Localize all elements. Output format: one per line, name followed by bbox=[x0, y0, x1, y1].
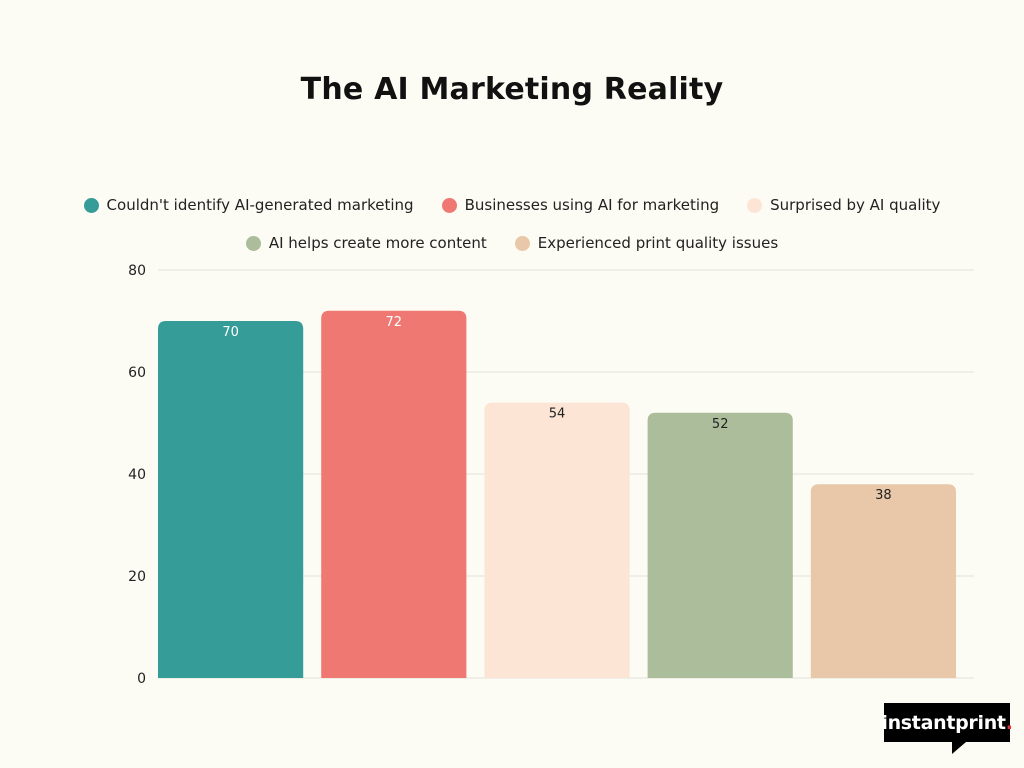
bar bbox=[158, 321, 304, 678]
bar-value-label: 70 bbox=[222, 325, 239, 340]
legend-label: Surprised by AI quality bbox=[770, 196, 941, 214]
bar bbox=[810, 484, 956, 678]
logo-text: instantprint bbox=[881, 711, 1006, 734]
legend-item: Surprised by AI quality bbox=[747, 196, 940, 214]
legend-item: Businesses using AI for marketing bbox=[441, 196, 720, 214]
legend-label: Couldn't identify AI-generated marketing bbox=[106, 196, 414, 214]
logo-speech-tail-icon bbox=[952, 742, 966, 754]
y-tick-label: 0 bbox=[137, 671, 146, 687]
bar-value-label: 54 bbox=[549, 407, 566, 422]
y-tick-label: 40 bbox=[128, 467, 146, 483]
logo-dot: . bbox=[1005, 711, 1013, 734]
instantprint-logo: instantprint. bbox=[881, 703, 1013, 742]
chart-title: The AI Marketing Reality bbox=[300, 72, 724, 107]
legend-row-1: Couldn't identify AI-generated marketing… bbox=[0, 196, 1024, 214]
legend-dot-icon bbox=[441, 197, 457, 213]
bar-value-label: 38 bbox=[875, 488, 892, 503]
legend-label: AI helps create more content bbox=[268, 234, 487, 252]
legend-row-2: AI helps create more content Experienced… bbox=[0, 234, 1024, 252]
bar bbox=[484, 402, 630, 678]
bar bbox=[647, 412, 793, 678]
legend-label: Experienced print quality issues bbox=[537, 234, 779, 252]
bar-value-label: 72 bbox=[386, 315, 403, 330]
legend-dot-icon bbox=[514, 235, 530, 251]
legend-dot-icon bbox=[83, 197, 99, 213]
y-tick-label: 80 bbox=[128, 263, 146, 279]
legend-item: Couldn't identify AI-generated marketing bbox=[83, 196, 414, 214]
bar bbox=[321, 310, 467, 678]
y-tick-label: 60 bbox=[128, 365, 146, 381]
legend-item: AI helps create more content bbox=[245, 234, 487, 252]
y-tick-label: 20 bbox=[128, 569, 146, 585]
legend-dot-icon bbox=[245, 235, 261, 251]
bar-value-label: 52 bbox=[712, 417, 729, 432]
legend-item: Experienced print quality issues bbox=[514, 234, 779, 252]
legend-dot-icon bbox=[747, 197, 763, 213]
legend-label: Businesses using AI for marketing bbox=[464, 196, 720, 214]
